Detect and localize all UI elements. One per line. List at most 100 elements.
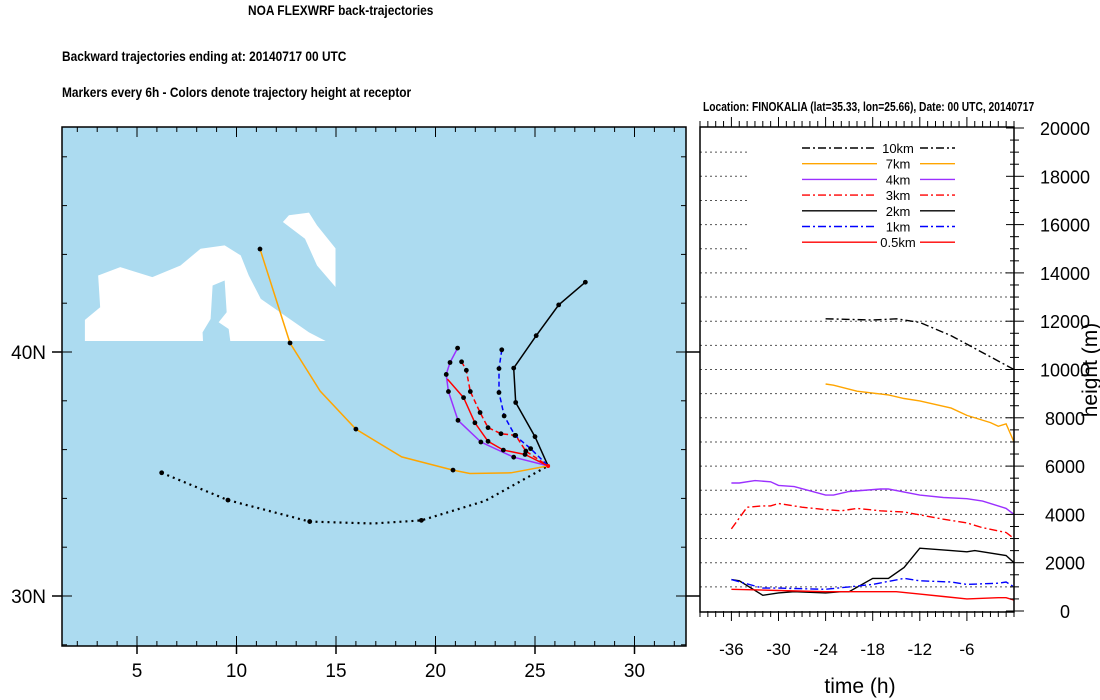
height-line-1km (731, 577, 1014, 591)
legend-label-1km: 1km (886, 220, 911, 235)
marker-4km (443, 372, 449, 377)
chart-lines (730, 318, 1014, 601)
time-tick-label: -30 (766, 640, 791, 659)
marker-2km (511, 365, 517, 371)
marker-2km (582, 279, 588, 285)
main-title: NOA FLEXWRF back-trajectories (248, 2, 434, 18)
trajectories (159, 246, 588, 525)
marker-1km (501, 413, 507, 419)
trajectory-7km (259, 248, 549, 475)
time-tick-label: -36 (719, 640, 744, 659)
height-chart-title: Location: FINOKALIA (lat=35.33, lon=25.6… (703, 100, 1035, 114)
sea-background (62, 127, 686, 646)
marker-4km (446, 389, 451, 394)
height-line-2km (731, 547, 1014, 597)
height-tick-label: 20000 (1040, 119, 1090, 139)
height-tick-label: 10000 (1040, 361, 1090, 381)
legend-label-0.5km: 0.5km (880, 235, 915, 250)
marker-3km (467, 389, 473, 394)
marker-4km (455, 417, 461, 423)
chart-frame (699, 126, 1015, 613)
height-tick-label: 0 (1060, 602, 1070, 622)
marker-3km (463, 367, 469, 373)
subtitle-end-time: Backward trajectories ending at: 2014071… (62, 48, 347, 64)
marker-3km (498, 431, 504, 437)
marker-7km (287, 340, 293, 346)
height-tick-label: 18000 (1040, 167, 1090, 187)
legend-box (747, 137, 1012, 252)
time-tick-label: -24 (813, 640, 838, 659)
marker-1km (496, 390, 502, 395)
marker-2km (533, 333, 539, 339)
chart-axes: -36 -30 -24 -18 -12 -6 0 2000 4000 6000 8000 10000 1… (699, 117, 1100, 698)
lon-tick-label: 15 (325, 661, 346, 682)
marker-4km (478, 439, 484, 445)
land-layer (84, 212, 336, 342)
time-tick-label: -18 (860, 640, 885, 659)
marker-2km (556, 302, 562, 308)
marker-0.5km (522, 452, 528, 457)
marker-4km (455, 345, 460, 351)
marker-3km (485, 425, 491, 431)
marker-4km (511, 454, 517, 460)
marker-2km (532, 434, 538, 440)
marker-7km (450, 467, 456, 473)
marker-10km (418, 517, 424, 523)
marker-4km (447, 360, 453, 365)
land-mass-central-med (84, 212, 336, 342)
x-axis-label: time (h) (824, 675, 895, 698)
marker-7km (257, 246, 263, 252)
marker-1km (512, 433, 518, 438)
lon-tick-label: 10 (226, 661, 247, 682)
marker-1km (496, 366, 502, 371)
marker-0.5km (500, 447, 506, 453)
receptor-marker (546, 463, 551, 468)
y-axis-label: height (m) (1079, 323, 1100, 418)
trajectory-map: 5 10 15 20 25 30 30N 40N (11, 126, 700, 682)
height-tick-label: 6000 (1045, 457, 1085, 477)
marker-0.5km (461, 395, 466, 401)
marker-0.5km (485, 438, 491, 444)
legend-label-4km: 4km (886, 172, 911, 187)
map-axes: 5 10 15 20 25 30 30N 40N (11, 127, 700, 682)
marker-1km (528, 446, 534, 452)
marker-1km (499, 347, 505, 353)
time-tick-label: -12 (908, 640, 933, 659)
trajectory-3km (460, 361, 549, 467)
height-line-7km (825, 383, 1014, 443)
legend-label-3km: 3km (886, 188, 911, 203)
marker-3km (459, 359, 464, 365)
marker-2km (513, 400, 519, 405)
lon-tick-label: 30 (624, 661, 645, 682)
map-frame (61, 126, 687, 647)
height-tick-label: 8000 (1045, 409, 1085, 429)
legend-label-10km: 10km (882, 141, 914, 156)
lon-tick-label: 5 (132, 661, 143, 682)
height-tick-label: 2000 (1045, 554, 1085, 574)
marker-7km (353, 426, 359, 432)
height-line-3km (730, 502, 1014, 540)
legend-label-2km: 2km (886, 204, 911, 219)
marker-10km (225, 497, 231, 503)
height-tick-label: 12000 (1040, 312, 1090, 332)
time-tick-label: -6 (959, 640, 974, 659)
lon-tick-label: 20 (425, 661, 446, 682)
sea-corsica-sardinia (202, 280, 231, 342)
height-tick-label: 4000 (1045, 505, 1085, 525)
lat-tick-label: 40N (11, 343, 46, 364)
height-line-10km (825, 318, 1014, 371)
marker-10km (307, 519, 313, 524)
height-line-4km (731, 479, 1014, 515)
marker-3km (477, 410, 483, 415)
height-tick-label: 14000 (1040, 264, 1090, 284)
lat-tick-label: 30N (11, 587, 46, 608)
marker-10km (159, 470, 165, 476)
lon-tick-label: 25 (524, 661, 545, 682)
legend-label-7km: 7km (886, 157, 911, 172)
marker-0.5km (472, 420, 478, 426)
height-line-0.5km (731, 588, 1014, 601)
subtitle-markers: Markers every 6h - Colors denote traject… (62, 84, 412, 100)
